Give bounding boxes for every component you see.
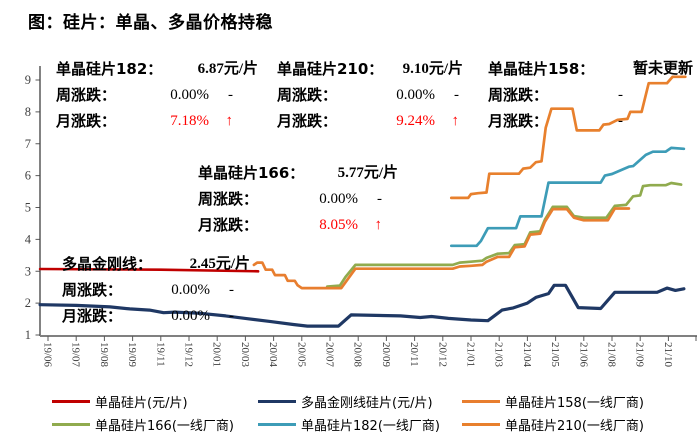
week-change-arrow: - [229, 282, 234, 298]
svg-text:20/09: 20/09 [380, 342, 392, 368]
legend-swatch [52, 399, 90, 403]
month-change-label: 月涨跌： [198, 216, 259, 234]
month-change-value: 9.24% [396, 113, 435, 129]
svg-text:21/03: 21/03 [493, 342, 505, 368]
annotation-si158: 单晶硅片158： 暂未更新 周涨跌： - 月涨跌： - [488, 56, 693, 134]
month-change-arrow: ↑ [451, 113, 460, 129]
month-change-value [548, 108, 599, 134]
week-change-value: 0.00% [319, 191, 358, 207]
week-change-value: 0.00% [170, 87, 209, 103]
annotation-label: 单晶硅片166： [198, 164, 305, 182]
month-change-label: 月涨跌： [62, 307, 123, 325]
legend-swatch [462, 422, 500, 426]
svg-text:19/12: 19/12 [182, 342, 194, 367]
week-change-arrow: - [228, 87, 233, 103]
month-change-label: 月涨跌： [56, 112, 117, 130]
week-change-label: 周涨跌： [56, 86, 117, 104]
legend-label: 多晶金刚线硅片(元/片) [301, 395, 433, 411]
svg-text:19/09: 19/09 [126, 342, 138, 368]
annotation-label: 多晶金刚线： [62, 255, 153, 273]
week-change-arrow: - [618, 87, 623, 103]
month-change-label: 月涨跌： [277, 112, 338, 130]
legend-label: 单晶硅片(元/片) [95, 395, 188, 411]
svg-text:19/08: 19/08 [98, 342, 110, 368]
svg-text:20/05: 20/05 [295, 342, 307, 368]
svg-text:6: 6 [25, 169, 31, 183]
svg-text:21/05: 21/05 [549, 342, 561, 368]
month-change-arrow: - [229, 308, 234, 324]
annotation-value: 9.10元/片 [402, 61, 463, 77]
svg-text:5: 5 [25, 201, 31, 215]
annotation-poly: 多晶金刚线： 2.45元/片 周涨跌： 0.00% - 月涨跌： 0.00% - [62, 251, 250, 329]
svg-text:21/06: 21/06 [577, 342, 589, 368]
svg-text:19/06: 19/06 [41, 342, 53, 368]
week-change-value [548, 82, 599, 108]
month-change-arrow: - [618, 113, 623, 129]
svg-text:20/08: 20/08 [352, 342, 364, 368]
week-change-label: 周涨跌： [198, 190, 259, 208]
legend-label: 单晶硅片210(一线厂商) [505, 418, 644, 434]
month-change-value: 8.05% [319, 217, 358, 233]
legend-item-poly-wafer: 多晶金刚线硅片(元/片) [258, 392, 433, 411]
legend-item-210: 单晶硅片210(一线厂商) [462, 415, 644, 434]
svg-text:20/04: 20/04 [267, 342, 279, 368]
week-change-label: 周涨跌： [488, 86, 549, 104]
annotation-si210: 单晶硅片210： 9.10元/片 周涨跌： 0.00% - 月涨跌： 9.24% ↑ [277, 56, 463, 134]
legend-swatch [462, 399, 500, 403]
svg-text:20/07: 20/07 [323, 342, 335, 368]
legend-item-158: 单晶硅片158(一线厂商) [462, 392, 644, 411]
legend-swatch [258, 422, 296, 426]
month-change-value: 7.18% [170, 113, 209, 129]
svg-text:21/10: 21/10 [662, 342, 674, 368]
svg-text:20/01: 20/01 [211, 342, 223, 367]
week-change-label: 周涨跌： [277, 86, 338, 104]
legend-swatch [52, 422, 90, 426]
svg-text:4: 4 [25, 232, 32, 246]
legend-item-166: 单晶硅片166(一线厂商) [52, 415, 234, 434]
chart-title: 图：硅片：单晶、多晶价格持稳 [28, 13, 273, 33]
annotation-si166: 单晶硅片166： 5.77元/片 周涨跌： 0.00% - 月涨跌： 8.05% ↑ [198, 160, 398, 238]
annotation-label: 单晶硅片158： [488, 60, 595, 78]
legend-label: 单晶硅片182(一线厂商) [301, 418, 440, 434]
price-line-chart: 1 2 3 4 5 6 7 8 9 19/06 19/07 19/08 19/09 19/11 19/12 2… [25, 66, 697, 368]
svg-text:20/03: 20/03 [239, 342, 251, 368]
svg-text:21/08: 21/08 [605, 342, 617, 368]
svg-text:1: 1 [25, 328, 31, 342]
svg-text:20/12: 20/12 [436, 342, 448, 367]
svg-text:21/01: 21/01 [464, 342, 476, 367]
svg-text:19/11: 19/11 [154, 342, 166, 367]
svg-text:2: 2 [25, 296, 31, 310]
annotation-label: 单晶硅片210： [277, 60, 384, 78]
legend-label: 单晶硅片158(一线厂商) [505, 395, 644, 411]
annotation-label: 单晶硅片182： [56, 60, 163, 78]
svg-text:7: 7 [25, 137, 31, 151]
month-change-value: 0.00% [171, 308, 210, 324]
annotation-value: 6.87元/片 [197, 61, 258, 77]
svg-text:21/09: 21/09 [634, 342, 646, 368]
legend-item-182: 单晶硅片182(一线厂商) [258, 415, 440, 434]
legend-item-mono-wafer: 单晶硅片(元/片) [52, 392, 188, 411]
annotation-value: 暂未更新 [632, 61, 693, 77]
legend-label: 单晶硅片166(一线厂商) [95, 418, 234, 434]
svg-text:19/07: 19/07 [70, 342, 82, 368]
month-change-arrow: ↑ [225, 113, 234, 129]
svg-text:9: 9 [25, 73, 31, 87]
week-change-arrow: - [377, 191, 382, 207]
month-change-arrow: ↑ [374, 217, 383, 233]
annotation-value: 2.45元/片 [189, 256, 250, 272]
annotation-value: 5.77元/片 [337, 165, 398, 181]
svg-text:3: 3 [25, 264, 31, 278]
svg-text:20/11: 20/11 [408, 342, 420, 367]
week-change-value: 0.00% [396, 87, 435, 103]
annotation-si182: 单晶硅片182： 6.87元/片 周涨跌： 0.00% - 月涨跌： 7.18% ↑ [56, 56, 258, 134]
month-change-label: 月涨跌： [488, 112, 549, 130]
week-change-value: 0.00% [171, 282, 210, 298]
week-change-label: 周涨跌： [62, 281, 123, 299]
svg-text:8: 8 [25, 105, 31, 119]
svg-text:21/04: 21/04 [521, 342, 533, 368]
week-change-arrow: - [454, 87, 459, 103]
legend-swatch [258, 399, 296, 403]
